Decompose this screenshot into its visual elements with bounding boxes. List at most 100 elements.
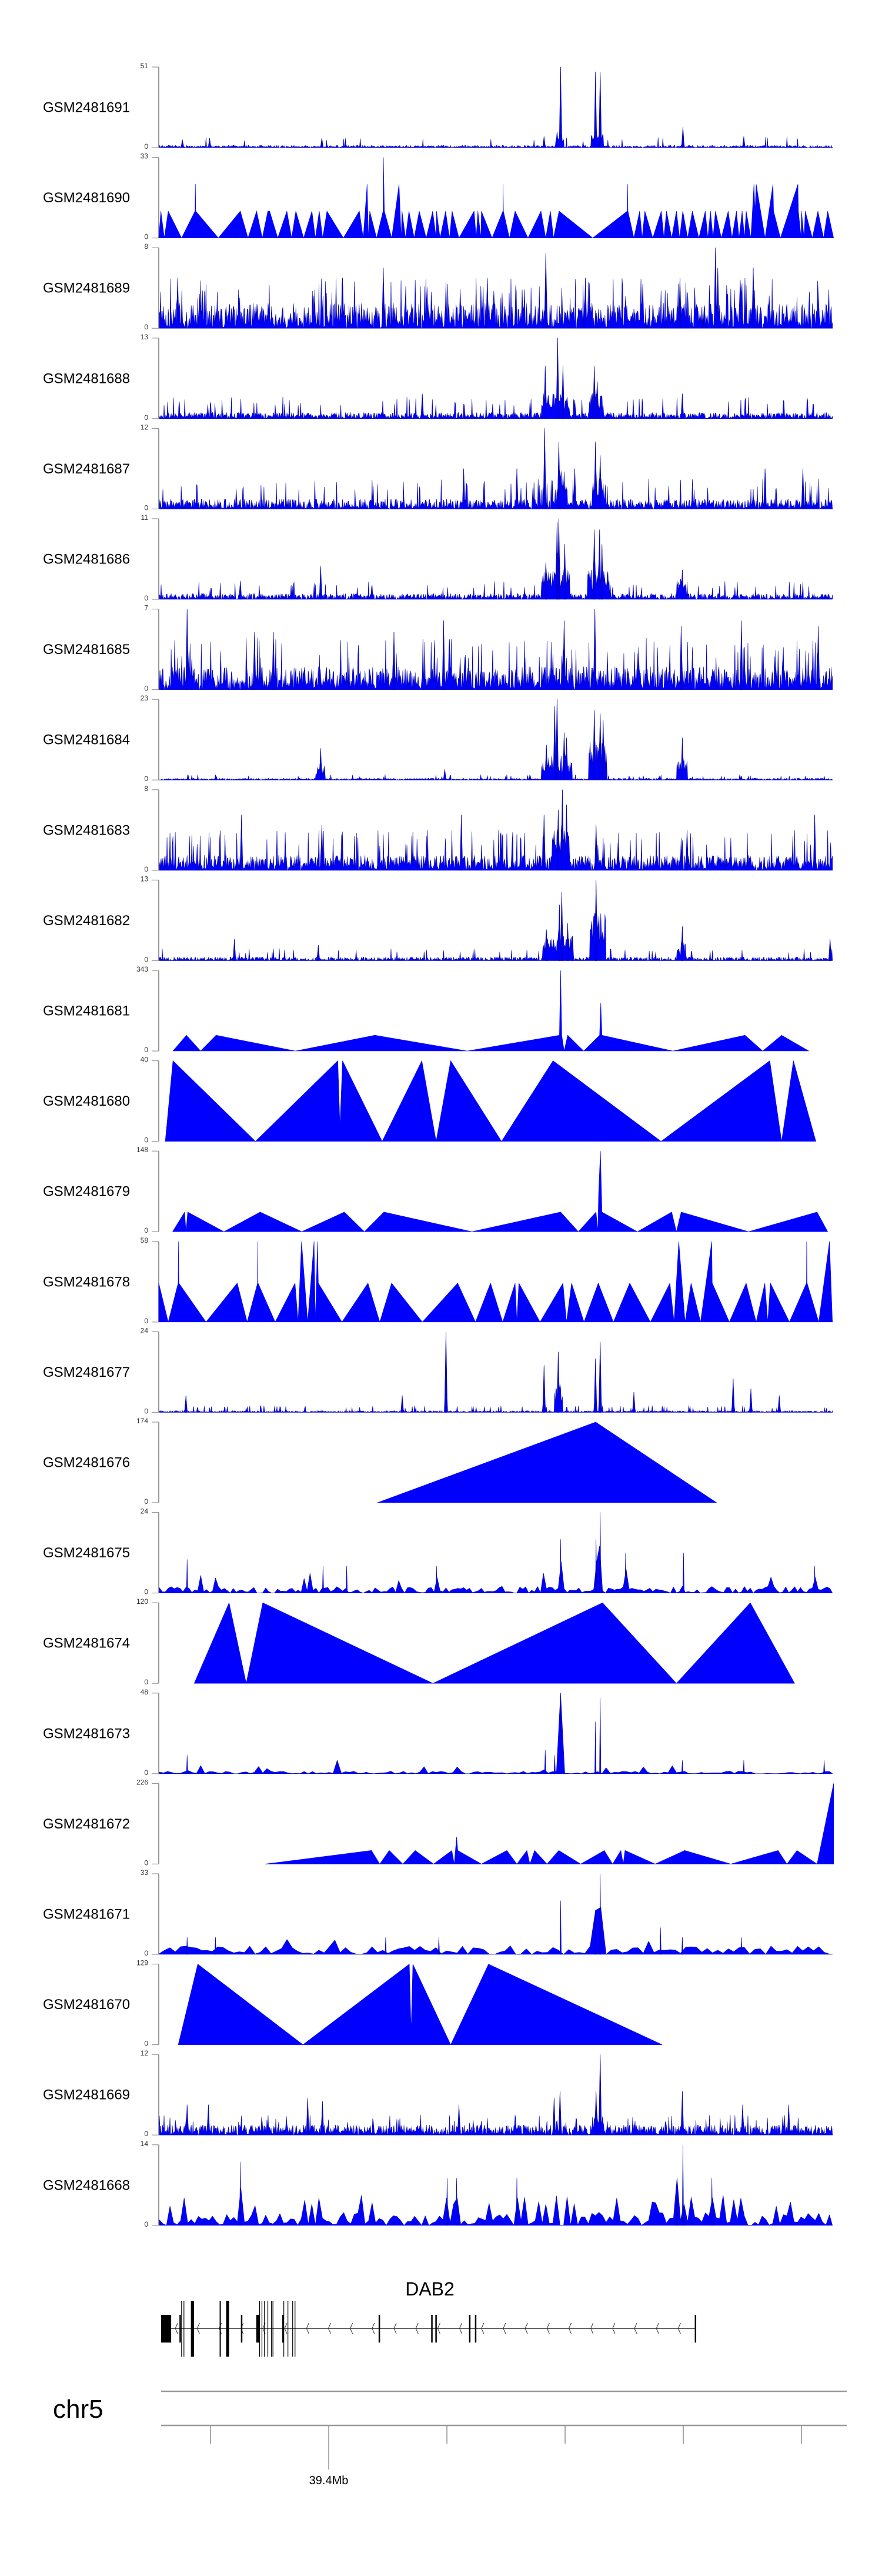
track-label: GSM2481687 xyxy=(43,461,130,477)
coverage-area xyxy=(159,66,833,148)
strand-arrow-icon xyxy=(328,2323,331,2334)
y-max-label: 11 xyxy=(141,513,149,522)
signal-peak xyxy=(681,127,684,148)
signal-peak xyxy=(460,815,463,871)
signal-peak xyxy=(385,1937,387,1955)
track-GSM2481690: GSM2481690 33 0 xyxy=(43,152,834,241)
signal-peak xyxy=(545,745,547,780)
signal-peak xyxy=(233,939,236,961)
signal-peak xyxy=(176,278,179,329)
signal-peak xyxy=(437,1937,440,1955)
track-GSM2481686: GSM2481686 11 0 xyxy=(43,513,833,602)
signal-peak xyxy=(595,825,597,871)
strand-arrow-icon xyxy=(677,2323,681,2334)
y-max-label: 13 xyxy=(141,333,149,341)
y-max-label: 58 xyxy=(141,1236,149,1244)
coverage-area xyxy=(158,1241,833,1323)
signal-peak xyxy=(545,929,547,961)
signal-peak xyxy=(253,632,256,690)
signal-peak xyxy=(743,136,745,148)
strand-arrow-icon xyxy=(415,2323,419,2334)
exon xyxy=(431,2315,433,2343)
strand-arrow-icon xyxy=(524,2323,528,2334)
signal-peak xyxy=(516,2178,518,2226)
alt-exon xyxy=(283,2301,285,2357)
signal-peak xyxy=(563,732,565,780)
coverage-area xyxy=(159,609,833,690)
coverage-area xyxy=(159,789,833,871)
signal-peak xyxy=(764,468,766,509)
y-max-label: 33 xyxy=(141,1868,149,1877)
signal-peak xyxy=(563,544,566,600)
y-max-label: 51 xyxy=(141,62,149,70)
track-GSM2481684: GSM2481684 23 0 xyxy=(43,694,833,783)
signal-peak xyxy=(214,1937,216,1955)
track-label: GSM2481689 xyxy=(43,281,130,296)
gene-model-DAB2[interactable]: DAB2 xyxy=(161,2278,697,2357)
y-max-label: 8 xyxy=(144,785,148,793)
track-GSM2481688: GSM2481688 13 0 xyxy=(43,333,833,422)
coverage-area xyxy=(172,1151,828,1232)
signal-peak xyxy=(240,815,243,871)
track-GSM2481675: GSM2481675 24 0 xyxy=(43,1507,833,1596)
track-label: GSM2481680 xyxy=(43,1093,130,1109)
coverage-area xyxy=(377,1422,717,1503)
track-GSM2481681: GSM2481681 343 0 xyxy=(43,965,810,1054)
signal-peak xyxy=(346,1566,348,1593)
track-GSM2481685: GSM2481685 7 0 xyxy=(43,604,833,693)
signal-peak xyxy=(624,1553,627,1593)
track-label: GSM2481678 xyxy=(43,1274,130,1290)
signal-peak xyxy=(556,699,558,780)
signal-peak xyxy=(594,1359,597,1413)
signal-peak xyxy=(317,945,319,961)
signal-peak xyxy=(681,2144,684,2226)
track-GSM2481683: GSM2481683 8 0 xyxy=(43,785,833,873)
signal-peak xyxy=(599,713,602,780)
coverage-area xyxy=(165,1060,816,1142)
signal-peak xyxy=(553,1755,556,1774)
signal-peak xyxy=(319,748,322,780)
signal-peak xyxy=(544,562,547,600)
y-max-label: 23 xyxy=(141,694,149,702)
signal-peak xyxy=(320,825,323,871)
coverage-area xyxy=(158,157,834,239)
signal-peak xyxy=(239,2162,242,2226)
track-label: GSM2481675 xyxy=(43,1545,130,1561)
track-GSM2481671: GSM2481671 33 0 xyxy=(43,1868,833,1957)
alt-exon xyxy=(219,2301,221,2357)
track-GSM2481689: GSM2481689 8 0 xyxy=(43,242,833,331)
signal-peak xyxy=(823,1760,826,1774)
track-label: GSM2481669 xyxy=(43,2087,130,2103)
signal-peak xyxy=(516,468,518,509)
y-min-label: 0 xyxy=(144,1407,148,1415)
signal-peak xyxy=(186,1755,188,1774)
signal-peak xyxy=(559,1693,562,1774)
exon xyxy=(161,2315,172,2343)
strand-arrow-icon xyxy=(656,2323,659,2334)
y-min-label: 0 xyxy=(144,1678,148,1686)
y-min-label: 0 xyxy=(144,1136,148,1144)
signal-peak xyxy=(559,1900,562,1955)
track-label: GSM2481679 xyxy=(43,1184,130,1200)
track-label: GSM2481690 xyxy=(43,190,130,206)
coverage-area xyxy=(172,970,810,1052)
gene-name-label: DAB2 xyxy=(405,2278,455,2300)
strand-arrow-icon xyxy=(590,2323,594,2334)
strand-arrow-icon xyxy=(393,2323,397,2334)
strand-arrow-icon xyxy=(546,2323,550,2334)
chromosome-label: chr5 xyxy=(53,2395,103,2424)
signal-peak xyxy=(544,1750,546,1774)
signal-peak xyxy=(556,522,558,600)
exon xyxy=(378,2315,380,2343)
coverage-area xyxy=(159,518,833,600)
strand-arrow-icon xyxy=(481,2323,485,2334)
signal-peak xyxy=(543,1365,545,1413)
exon xyxy=(256,2315,259,2343)
signal-peak xyxy=(676,2178,678,2226)
track-label: GSM2481683 xyxy=(43,822,130,838)
signal-peak xyxy=(557,518,560,600)
coverage-area xyxy=(159,2178,833,2226)
y-min-label: 0 xyxy=(144,413,148,422)
strand-arrow-icon xyxy=(503,2323,506,2334)
coverage-area xyxy=(159,1907,833,1955)
